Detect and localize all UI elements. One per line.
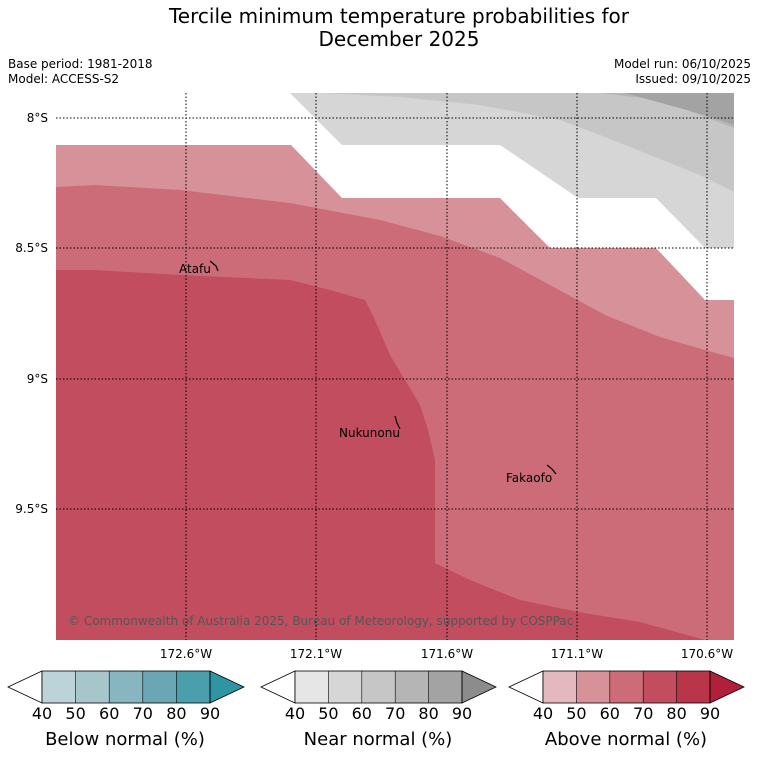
tick-label: 40 <box>284 704 306 723</box>
cbar-near-seg-1 <box>295 671 329 703</box>
tick-label: 60 <box>599 704 620 723</box>
lon-label-172-1w: 172.1°W <box>289 647 343 661</box>
colorbar-near-normal <box>260 670 497 704</box>
model-run: Model run: 06/10/2025 <box>613 57 751 71</box>
cbar-above-max-arrow <box>709 670 745 704</box>
cbar-near-max-arrow <box>461 670 497 704</box>
cbar-below-title: Below normal (%) <box>45 729 205 750</box>
tick-label: 70 <box>633 704 654 723</box>
colorbar-below-normal <box>7 670 245 704</box>
lat-label-8-5s: 8.5°S <box>15 241 48 255</box>
copyright-notice: © Commonwealth of Australia 2025, Bureau… <box>68 614 574 628</box>
lon-label-171-1w: 171.1°W <box>550 647 604 661</box>
meta-left: Base period: 1981-2018 Model: ACCESS-S2 <box>8 57 153 87</box>
tick-label: 50 <box>318 704 339 723</box>
tick-label: 60 <box>99 704 120 723</box>
tick-label: 40 <box>532 704 554 723</box>
cbar-near-seg-4 <box>395 671 429 703</box>
atafu-island <box>209 260 219 272</box>
tick-label: 50 <box>65 704 86 723</box>
cbar-below-min-arrow <box>7 670 43 704</box>
lat-label-8s: 8°S <box>26 111 48 125</box>
cbar-near-seg-2 <box>328 671 362 703</box>
tick-label: 80 <box>666 704 687 723</box>
tick-label: 90 <box>699 704 721 723</box>
cbar-above-title: Above normal (%) <box>544 729 708 750</box>
nukunonu-island <box>394 415 401 430</box>
cbar-above-min-arrow <box>508 670 544 704</box>
lon-label-172-6w: 172.6°W <box>159 647 213 661</box>
cbar-below-seg-3 <box>109 671 143 703</box>
cbar-above-seg-5 <box>676 671 710 703</box>
title-line-1: Tercile minimum temperature probabilitie… <box>168 4 630 28</box>
cbar-near-dividers <box>328 671 429 703</box>
lat-label-9s: 9°S <box>26 372 48 386</box>
tick-label: 90 <box>451 704 473 723</box>
base-period: Base period: 1981-2018 <box>8 57 153 71</box>
tick-label: 70 <box>132 704 153 723</box>
lat-label-9-5s: 9.5°S <box>15 502 48 516</box>
lon-label-170-6w: 170.6°W <box>680 647 734 661</box>
meta-right: Model run: 06/10/2025 Issued: 09/10/2025 <box>614 57 751 87</box>
tick-label: 70 <box>385 704 406 723</box>
model-name: Model: ACCESS-S2 <box>8 72 120 86</box>
island-label-fakaofo: Fakaofo <box>506 471 553 485</box>
cbar-below-dividers <box>75 671 177 703</box>
cbar-near-title: Near normal (%) <box>303 729 453 750</box>
tick-label: 80 <box>418 704 439 723</box>
tick-label: 90 <box>199 704 221 723</box>
tick-label: 50 <box>566 704 587 723</box>
title-line-2: December 2025 <box>318 27 480 51</box>
cbar-near-seg-5 <box>428 671 462 703</box>
cbar-near-min-arrow <box>260 670 296 704</box>
cbar-below-frame <box>41 670 211 704</box>
cbar-near-frame <box>294 670 463 704</box>
graticule <box>56 93 734 640</box>
tick-label: 40 <box>31 704 53 723</box>
cbar-above-seg-1 <box>543 671 577 703</box>
tick-label: 60 <box>351 704 372 723</box>
cbar-above-seg-2 <box>576 671 610 703</box>
above-normal-70-region <box>56 270 705 640</box>
cbar-near-seg-3 <box>361 671 396 703</box>
island-label-nukunonu: Nukunonu <box>339 426 400 440</box>
cbar-above-seg-3 <box>609 671 644 703</box>
fakaofo-island <box>546 464 557 475</box>
cbar-below-seg-1 <box>42 671 76 703</box>
cbar-above-dividers <box>576 671 677 703</box>
colorbar-above-normal <box>508 670 745 704</box>
cbar-above-frame <box>542 670 711 704</box>
cbar-below-seg-4 <box>142 671 177 703</box>
cbar-below-max-arrow <box>209 670 245 704</box>
tick-label: 80 <box>166 704 187 723</box>
island-label-atafu: Atafu <box>179 262 211 276</box>
cbar-below-seg-2 <box>75 671 110 703</box>
issued-date: Issued: 09/10/2025 <box>635 72 751 86</box>
cbar-above-seg-4 <box>643 671 677 703</box>
chart-title: Tercile minimum temperature probabilitie… <box>0 5 758 51</box>
lon-label-171-6w: 171.6°W <box>420 647 474 661</box>
cbar-below-seg-5 <box>176 671 210 703</box>
